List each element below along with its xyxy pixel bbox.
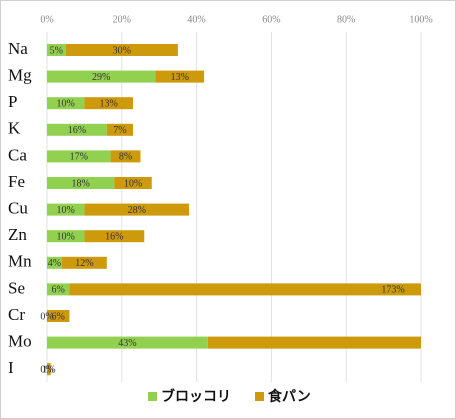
- bar-segment: [47, 203, 85, 216]
- value-label: 13%: [100, 98, 118, 109]
- legend-swatch: [255, 392, 264, 401]
- category-label: Mo: [8, 332, 32, 351]
- value-label: 18%: [71, 178, 89, 189]
- bar-segment: [47, 44, 66, 56]
- legend-label: 食パン: [268, 388, 311, 405]
- value-label: 7%: [113, 125, 126, 136]
- category-label: Cu: [8, 199, 28, 218]
- bar-segment: [84, 203, 190, 216]
- category-label: Mg: [8, 66, 32, 85]
- category-label: K: [8, 119, 21, 138]
- bar-segment: [47, 336, 208, 349]
- value-label: 4%: [48, 258, 61, 269]
- value-label: 16%: [68, 125, 86, 136]
- bar-segment: [47, 363, 51, 376]
- value-label: 5%: [50, 45, 63, 56]
- category-label: Se: [8, 278, 25, 297]
- category-label: Mn: [8, 252, 32, 271]
- bar-segment: [47, 70, 156, 83]
- value-label: 12%: [75, 258, 93, 269]
- value-label: 10%: [57, 205, 75, 216]
- value-label: 8%: [119, 152, 132, 163]
- category-label: Cr: [8, 305, 25, 324]
- bar-segment: [47, 230, 85, 243]
- value-label: 10%: [57, 98, 75, 109]
- legend-swatch: [148, 392, 157, 401]
- value-label: 10%: [57, 231, 75, 242]
- value-label: 29%: [92, 72, 110, 83]
- value-label: 10%: [124, 178, 142, 189]
- bar-segment: [65, 44, 178, 56]
- bar-segment: [84, 230, 145, 243]
- bar-segment: [207, 336, 421, 349]
- value-label: 0%: [40, 311, 53, 322]
- value-label: 17%: [70, 152, 88, 163]
- x-tick-label: 20%: [113, 14, 131, 25]
- x-tick-label: 0%: [40, 14, 53, 25]
- bar-segment: [84, 97, 134, 110]
- bars: [47, 44, 421, 376]
- bar-segment: [47, 123, 107, 136]
- bar-segment: [106, 123, 134, 136]
- bar-segment: [155, 70, 205, 83]
- category-label: Ca: [8, 145, 27, 164]
- value-label: 6%: [52, 285, 65, 296]
- category-label: Fe: [8, 172, 25, 191]
- value-label: 13%: [171, 72, 189, 83]
- value-label: 0%: [40, 364, 53, 375]
- value-label: 43%: [118, 338, 136, 349]
- value-label: 173%: [381, 285, 404, 296]
- bar-segment: [110, 150, 141, 163]
- bar-segment: [114, 177, 152, 189]
- value-label: 1%: [42, 364, 55, 375]
- value-label: 28%: [128, 205, 146, 216]
- category-label: Zn: [8, 225, 27, 244]
- legend-label: ブロッコリ: [161, 388, 231, 405]
- x-tick-label: 40%: [187, 14, 205, 25]
- bar-segment: [47, 177, 115, 189]
- x-tick-label: 60%: [262, 14, 280, 25]
- bar-segment: [47, 310, 70, 322]
- bar-segment: [47, 283, 70, 296]
- category-label: Na: [8, 39, 28, 58]
- x-tick-label: 80%: [337, 14, 355, 25]
- category-label: I: [8, 358, 14, 377]
- value-label: 6%: [52, 311, 65, 322]
- bar-segment: [47, 97, 85, 110]
- bar-segment: [47, 150, 111, 163]
- x-tick-label: 100%: [409, 14, 432, 25]
- value-label: 16%: [105, 231, 123, 242]
- bar-segment: [61, 256, 107, 269]
- bar-segment: [47, 256, 62, 269]
- bar-segment: [69, 283, 421, 296]
- value-label: 30%: [113, 45, 131, 56]
- category-label: P: [8, 92, 17, 111]
